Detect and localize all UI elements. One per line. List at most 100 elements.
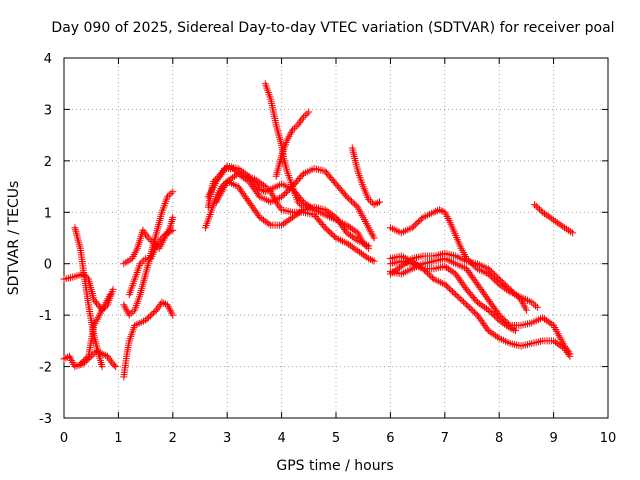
data-point	[143, 315, 151, 323]
data-point	[497, 277, 505, 285]
series-arc-06	[120, 188, 177, 319]
data-point	[557, 342, 565, 350]
data-point	[330, 212, 338, 220]
data-point	[544, 212, 552, 220]
data-point	[422, 268, 430, 276]
data-point	[284, 187, 292, 195]
data-point	[477, 301, 485, 309]
data-point	[470, 308, 478, 316]
data-point	[432, 207, 440, 215]
data-point	[347, 224, 354, 232]
data-point	[546, 213, 554, 221]
data-point	[165, 228, 173, 236]
data-point	[550, 337, 558, 345]
data-point	[301, 111, 309, 119]
data-point	[343, 193, 351, 201]
data-point	[539, 208, 547, 216]
data-point	[444, 265, 452, 273]
data-point	[240, 174, 247, 182]
data-point	[486, 328, 494, 336]
data-point	[361, 252, 369, 260]
data-point	[129, 308, 137, 316]
data-point	[569, 229, 577, 237]
data-point	[494, 274, 502, 282]
data-point	[487, 309, 495, 317]
data-point	[236, 171, 244, 179]
data-point	[536, 205, 543, 213]
data-point	[418, 215, 425, 223]
data-point	[456, 295, 464, 303]
data-point	[370, 201, 378, 209]
series-arc-15	[348, 144, 383, 209]
data-point	[347, 231, 354, 239]
data-point	[539, 314, 547, 322]
data-point	[541, 210, 548, 218]
data-point	[100, 351, 108, 359]
data-point	[441, 262, 449, 270]
series-arc-04	[76, 291, 114, 368]
data-point	[96, 349, 104, 357]
data-point	[330, 233, 338, 240]
data-point	[294, 198, 302, 206]
data-point	[98, 363, 106, 371]
data-point	[278, 193, 286, 201]
data-point	[160, 299, 168, 307]
data-point	[493, 333, 501, 341]
data-point	[491, 271, 498, 279]
data-point	[281, 219, 289, 227]
data-point	[463, 301, 471, 309]
data-point	[495, 316, 503, 324]
data-point	[258, 180, 266, 188]
data-point	[167, 227, 175, 235]
data-point	[296, 200, 304, 208]
data-point	[320, 222, 328, 230]
data-point	[346, 196, 354, 204]
data-point	[486, 308, 494, 315]
data-point	[142, 316, 150, 324]
data-point	[548, 320, 556, 328]
data-point	[484, 327, 492, 335]
data-point	[148, 310, 156, 318]
data-point	[350, 244, 358, 252]
data-point	[492, 332, 500, 340]
data-point	[415, 262, 423, 270]
data-point	[285, 216, 293, 224]
y-tick-labels: -3 -2 -1 0 1 2 3 4	[39, 52, 52, 427]
data-point	[324, 227, 332, 235]
data-point	[282, 188, 290, 196]
data-point	[305, 108, 313, 116]
data-point	[255, 212, 263, 220]
data-point	[449, 288, 457, 296]
data-point	[472, 297, 480, 305]
data-point	[428, 274, 436, 282]
data-point	[169, 311, 177, 319]
data-point	[368, 256, 376, 264]
series-arc-07	[120, 213, 177, 268]
data-point	[349, 199, 357, 207]
data-point	[78, 359, 86, 366]
data-point	[484, 306, 492, 314]
data-point	[359, 251, 367, 259]
data-point	[294, 210, 302, 218]
data-point	[550, 216, 558, 224]
data-point	[439, 207, 447, 215]
data-point	[455, 294, 463, 301]
data-point	[374, 199, 382, 207]
series-arc-02	[71, 224, 106, 371]
data-point	[81, 355, 89, 363]
data-point	[281, 190, 289, 198]
data-point	[343, 229, 351, 237]
data-point	[416, 216, 424, 224]
data-point	[511, 290, 519, 298]
data-point	[260, 216, 267, 224]
data-point	[296, 208, 304, 216]
data-point	[64, 353, 72, 361]
data-point	[515, 294, 523, 302]
data-point	[441, 280, 449, 288]
data-point	[285, 186, 293, 193]
plot-frame	[63, 57, 609, 419]
data-point	[414, 261, 422, 269]
data-point	[342, 191, 349, 199]
data-point	[350, 234, 358, 242]
